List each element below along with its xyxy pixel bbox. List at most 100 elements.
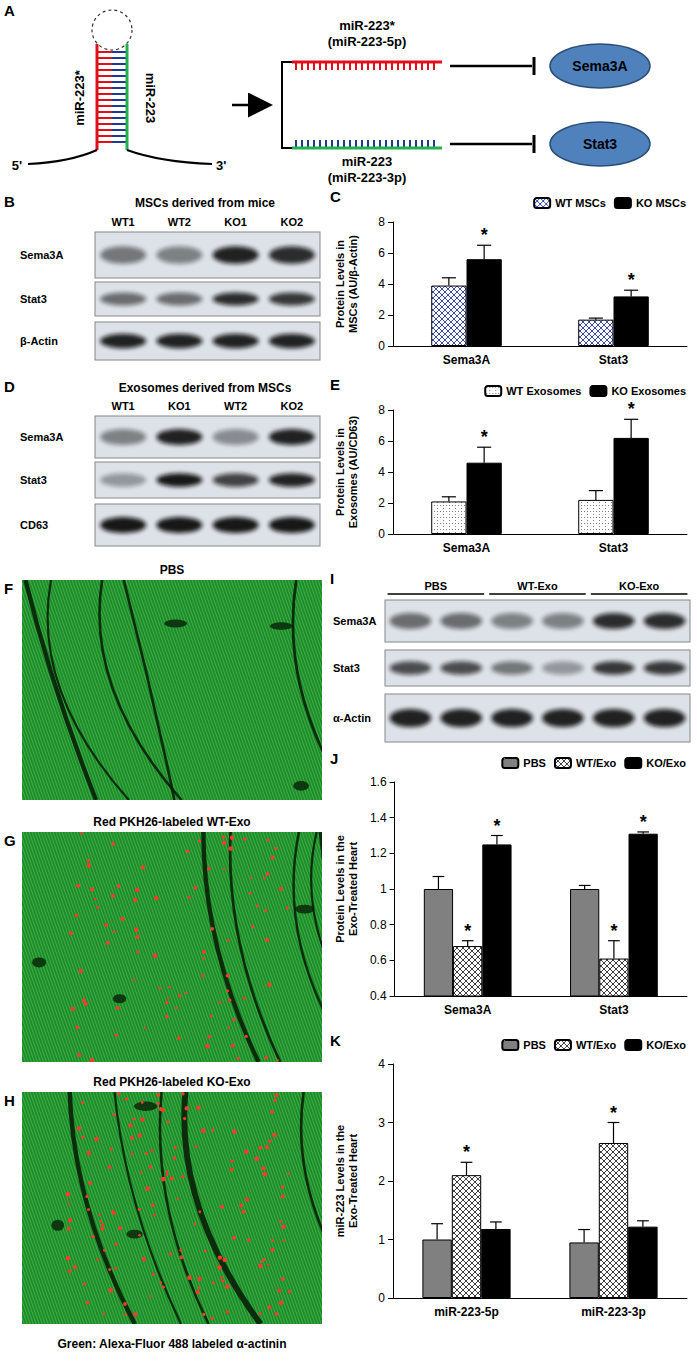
svg-text:miR-223: miR-223: [143, 73, 158, 124]
svg-text:4: 4: [378, 465, 385, 479]
svg-text:0: 0: [378, 339, 385, 353]
svg-text:0: 0: [378, 1291, 385, 1305]
svg-text:D: D: [4, 378, 15, 395]
svg-text:6: 6: [378, 246, 385, 260]
svg-text:miR-223*: miR-223*: [72, 69, 87, 126]
svg-text:1: 1: [378, 1233, 385, 1247]
svg-text:PBS: PBS: [523, 757, 546, 769]
svg-text:KO Exosomes: KO Exosomes: [611, 385, 686, 397]
svg-text:3': 3': [216, 158, 226, 173]
svg-text:PBS: PBS: [160, 563, 185, 577]
svg-text:WT2: WT2: [224, 400, 247, 412]
svg-text:J: J: [330, 750, 338, 767]
svg-text:*: *: [610, 1103, 617, 1123]
svg-text:Exosomes derived from MSCs: Exosomes derived from MSCs: [119, 381, 292, 395]
svg-text:5': 5': [12, 158, 22, 173]
svg-text:Stat3: Stat3: [20, 474, 47, 486]
svg-text:1.6: 1.6: [370, 775, 387, 789]
svg-text:MSCs (AU/β-Actin): MSCs (AU/β-Actin): [347, 235, 359, 333]
svg-text:KO/Exo: KO/Exo: [646, 1039, 686, 1051]
svg-text:Exosomes (AU/CD63): Exosomes (AU/CD63): [347, 415, 359, 528]
svg-text:miR-223-5p: miR-223-5p: [434, 1305, 499, 1319]
svg-text:PBS: PBS: [425, 580, 448, 592]
svg-text:CD63: CD63: [20, 519, 48, 531]
svg-text:F: F: [4, 580, 13, 597]
svg-text:Protein Levels in: Protein Levels in: [334, 240, 346, 328]
svg-text:Stat3: Stat3: [599, 353, 629, 367]
svg-text:Sema3A: Sema3A: [572, 58, 627, 74]
svg-text:β-Actin: β-Actin: [20, 335, 58, 347]
svg-text:miR-223*: miR-223*: [339, 18, 396, 33]
svg-text:Exo-Treated Heart: Exo-Treated Heart: [347, 842, 359, 936]
svg-text:0.6: 0.6: [370, 953, 387, 967]
svg-text:*: *: [481, 225, 488, 245]
svg-text:*: *: [610, 921, 617, 941]
svg-text:*: *: [463, 1142, 470, 1162]
svg-text:1: 1: [380, 882, 387, 896]
svg-text:0.8: 0.8: [370, 918, 387, 932]
svg-text:PBS: PBS: [523, 1039, 546, 1051]
svg-text:Sema3A: Sema3A: [443, 541, 491, 555]
svg-text:Stat3: Stat3: [20, 293, 47, 305]
svg-text:2: 2: [378, 1174, 385, 1188]
svg-text:C: C: [330, 188, 341, 205]
svg-text:Sema3A: Sema3A: [20, 249, 63, 261]
svg-text:KO/Exo: KO/Exo: [646, 757, 686, 769]
svg-text:WT Exosomes: WT Exosomes: [506, 385, 581, 397]
svg-text:WT2: WT2: [168, 216, 191, 228]
svg-text:Stat3: Stat3: [333, 662, 360, 674]
svg-text:MSCs derived from mice: MSCs derived from mice: [135, 196, 275, 210]
svg-text:Red PKH26-labeled KO-Exo: Red PKH26-labeled KO-Exo: [93, 1075, 250, 1089]
svg-text:KO-Exo: KO-Exo: [619, 580, 660, 592]
svg-text:Sema3A: Sema3A: [444, 1003, 492, 1017]
svg-text:Protein Levels in the: Protein Levels in the: [334, 835, 346, 943]
svg-text:B: B: [4, 193, 15, 210]
svg-text:WT MSCs: WT MSCs: [555, 197, 606, 209]
svg-text:WT/Exo: WT/Exo: [576, 757, 617, 769]
svg-text:I: I: [330, 570, 334, 587]
svg-text:(miR-223-3p): (miR-223-3p): [328, 170, 407, 185]
svg-text:WT1: WT1: [112, 216, 135, 228]
svg-text:Protein Levels in: Protein Levels in: [334, 428, 346, 516]
svg-text:WT-Exo: WT-Exo: [517, 580, 558, 592]
svg-text:WT1: WT1: [112, 400, 135, 412]
svg-text:4: 4: [378, 1057, 385, 1071]
svg-text:*: *: [464, 921, 471, 941]
svg-text:K: K: [330, 1032, 341, 1049]
svg-text:Stat3: Stat3: [599, 1003, 629, 1017]
svg-text:*: *: [640, 812, 647, 832]
svg-text:E: E: [330, 376, 340, 393]
svg-text:Stat3: Stat3: [599, 541, 629, 555]
svg-text:0: 0: [378, 527, 385, 541]
svg-text:Sema3A: Sema3A: [333, 615, 376, 627]
svg-text:1.2: 1.2: [370, 846, 387, 860]
svg-text:*: *: [628, 399, 635, 419]
svg-text:(miR-223-5p): (miR-223-5p): [328, 34, 407, 49]
svg-text:G: G: [4, 832, 16, 849]
svg-text:KO2: KO2: [281, 216, 304, 228]
svg-text:A: A: [4, 2, 15, 19]
svg-text:*: *: [628, 270, 635, 290]
svg-text:miR-223: miR-223: [342, 154, 393, 169]
svg-text:Red PKH26-labeled WT-Exo: Red PKH26-labeled WT-Exo: [93, 815, 250, 829]
svg-text:H: H: [4, 1092, 15, 1109]
svg-text:6: 6: [378, 434, 385, 448]
svg-text:KO1: KO1: [168, 400, 191, 412]
svg-text:8: 8: [378, 215, 385, 229]
svg-text:1.4: 1.4: [370, 811, 387, 825]
svg-text:0.4: 0.4: [370, 989, 387, 1003]
svg-text:*: *: [481, 427, 488, 447]
svg-text:2: 2: [378, 308, 385, 322]
svg-text:3: 3: [378, 1116, 385, 1130]
svg-text:Green: Alexa-Fluor 488 labeled: Green: Alexa-Fluor 488 labeled α-actinin: [58, 1337, 287, 1351]
svg-text:α-Actin: α-Actin: [333, 712, 371, 724]
svg-text:miR-223 Levels in the: miR-223 Levels in the: [334, 1125, 346, 1238]
svg-text:Stat3: Stat3: [583, 136, 617, 152]
svg-text:Exo-Treated Heart: Exo-Treated Heart: [347, 1134, 359, 1228]
svg-text:KO1: KO1: [224, 216, 247, 228]
svg-text:*: *: [493, 816, 500, 836]
svg-text:2: 2: [378, 496, 385, 510]
svg-text:Sema3A: Sema3A: [443, 353, 491, 367]
svg-text:Sema3A: Sema3A: [20, 431, 63, 443]
svg-text:WT/Exo: WT/Exo: [576, 1039, 617, 1051]
